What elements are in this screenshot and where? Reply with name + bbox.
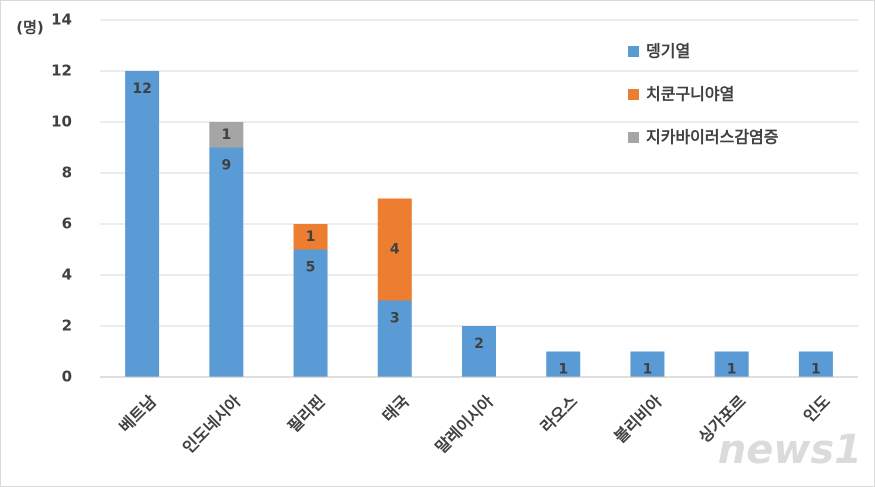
- bar-segment: [209, 122, 244, 148]
- y-tick-label: 10: [51, 113, 72, 131]
- bar-segment: [714, 351, 749, 377]
- bar-segment: [377, 198, 412, 301]
- bar-segment: [293, 249, 328, 377]
- bar-segment: [630, 351, 665, 377]
- bar-segment: [798, 351, 833, 377]
- legend-swatch: [628, 89, 639, 100]
- data-label: 9: [221, 158, 231, 174]
- y-tick-label: 8: [62, 164, 72, 182]
- data-label: 5: [306, 260, 316, 276]
- legend-label: 뎅기열: [646, 42, 690, 61]
- data-label: 12: [132, 81, 151, 97]
- bar-segment: [462, 326, 496, 377]
- legend-label: 치쿤구니야열: [646, 85, 734, 104]
- data-label: 2: [474, 336, 484, 352]
- y-axis-label: (명): [16, 19, 44, 37]
- bar-segment: [293, 224, 328, 250]
- data-label: 1: [221, 127, 231, 143]
- y-tick-label: 0: [62, 368, 72, 386]
- bar-segment: [546, 351, 581, 377]
- data-label: 3: [390, 311, 400, 327]
- data-label: 1: [306, 229, 316, 245]
- y-tick-label: 14: [51, 11, 72, 29]
- y-tick-label: 4: [62, 266, 72, 284]
- watermark: news1: [718, 427, 862, 473]
- data-label: 1: [558, 362, 568, 378]
- data-label: 1: [643, 362, 653, 378]
- data-label: 1: [811, 362, 821, 378]
- legend-swatch: [628, 132, 639, 143]
- y-tick-label: 12: [51, 62, 72, 80]
- bar-segment: [377, 300, 412, 377]
- bar-segment: [209, 147, 244, 377]
- legend-swatch: [628, 46, 639, 57]
- bar-segment: [125, 71, 160, 377]
- data-label: 1: [727, 362, 737, 378]
- y-tick-label: 2: [62, 317, 72, 335]
- data-label: 4: [390, 242, 400, 258]
- y-tick-label: 6: [62, 215, 72, 233]
- legend-label: 지카바이러스감염증: [646, 128, 779, 147]
